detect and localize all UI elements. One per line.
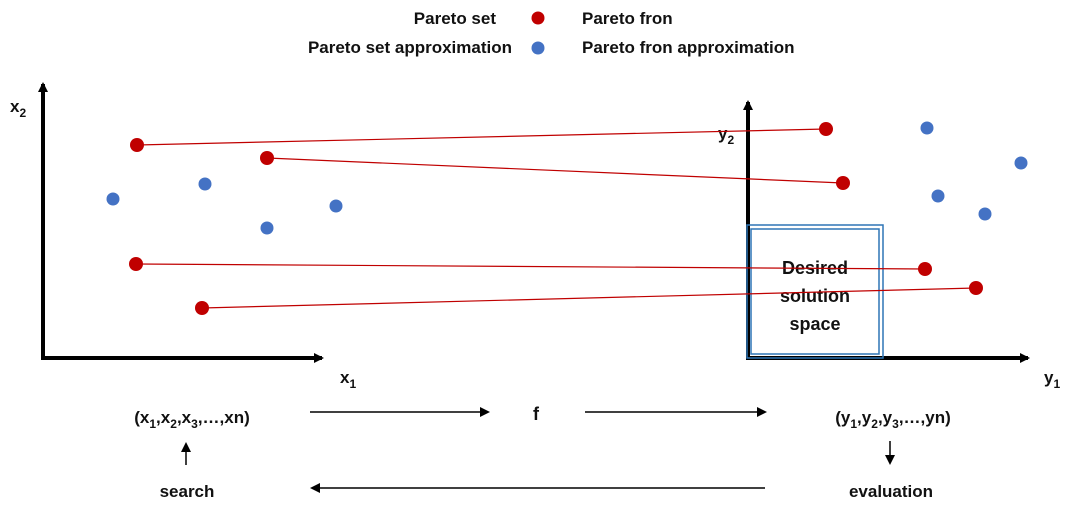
decision-space-axes: x2 x1	[10, 82, 356, 391]
pareto-front-point	[836, 176, 850, 190]
pareto-front-point	[969, 281, 983, 295]
legend-pareto-set-approx-label: Pareto set approximation	[308, 38, 512, 57]
mapping-line	[266, 157, 844, 184]
pareto-set-approximation-point	[106, 192, 120, 206]
pareto-set-point	[195, 301, 209, 315]
pareto-set-approximation-point	[198, 177, 212, 191]
legend-pareto-marker	[531, 11, 545, 25]
y1-axis-label: y1	[1044, 368, 1060, 391]
legend-approximation-marker	[531, 41, 545, 55]
desired-solution-region: Desired solution space	[746, 224, 884, 359]
legend-pareto-front-label: Pareto fron	[582, 9, 673, 28]
x1-axis-label: x1	[340, 368, 356, 391]
pareto-set-approximation-point	[329, 199, 343, 213]
pareto-front-approximation-point	[931, 189, 945, 203]
pareto-front-approximation-point	[1014, 156, 1028, 170]
pareto-front-point	[819, 122, 833, 136]
mapping-line	[201, 287, 977, 309]
mapping-function-label: f	[533, 404, 540, 424]
pareto-set-approximation-points	[106, 177, 343, 235]
evaluation-label: evaluation	[849, 482, 933, 501]
decision-vector-label: (x1,x2,x3,…,xn)	[134, 408, 250, 431]
pareto-front-point	[918, 262, 932, 276]
pareto-set-points	[129, 138, 274, 315]
pareto-set-point	[260, 151, 274, 165]
mapping-lines	[135, 128, 977, 309]
legend: Pareto set Pareto fron Pareto set approx…	[308, 9, 795, 57]
legend-pareto-set-label: Pareto set	[414, 9, 497, 28]
y2-axis-label: y2	[718, 124, 734, 147]
pareto-set-approximation-point	[260, 221, 274, 235]
desired-region-line-3: space	[789, 314, 840, 334]
pareto-set-point	[130, 138, 144, 152]
mapping-line	[135, 263, 926, 270]
desired-region-line-2: solution	[780, 286, 850, 306]
pareto-set-point	[129, 257, 143, 271]
mapping-line	[136, 128, 827, 146]
search-label: search	[160, 482, 215, 501]
pareto-front-approximation-point	[978, 207, 992, 221]
desired-region-inner-border	[750, 228, 880, 355]
legend-pareto-front-approx-label: Pareto fron approximation	[582, 38, 795, 57]
pareto-front-approximation-point	[920, 121, 934, 135]
desired-region-outer-border	[746, 224, 884, 359]
optimization-flow: (x1,x2,x3,…,xn) f (y1,y2,y3,…,yn) search…	[134, 404, 951, 501]
objective-space-axes: y2 y1	[718, 100, 1060, 391]
pareto-front-points	[819, 122, 983, 295]
pareto-front-approximation-points	[920, 121, 1028, 221]
objective-vector-label: (y1,y2,y3,…,yn)	[835, 408, 951, 431]
x2-axis-label: x2	[10, 97, 26, 120]
